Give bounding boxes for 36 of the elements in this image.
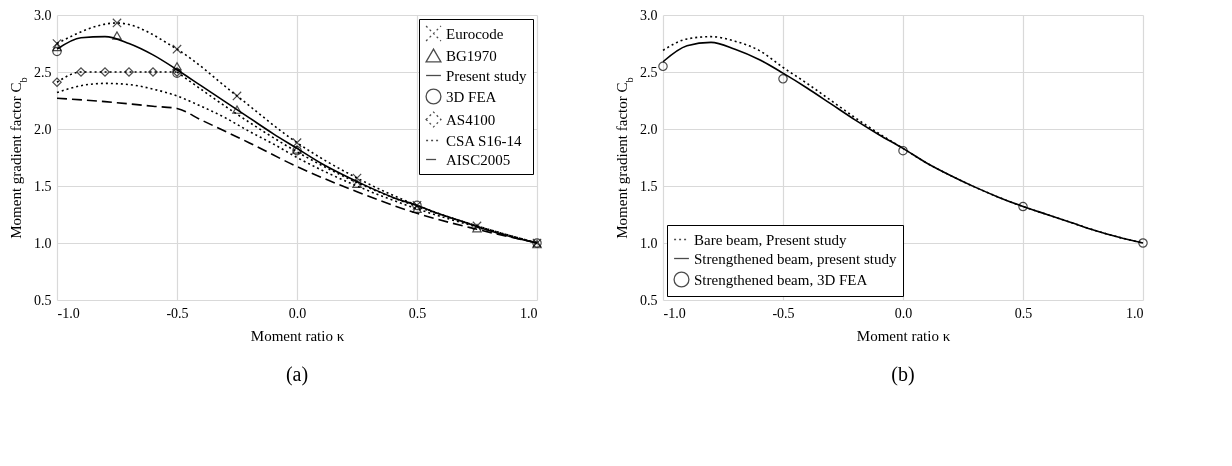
x-tick-label: 1.0 bbox=[1126, 305, 1144, 321]
legend-label: CSA S16-14 bbox=[446, 132, 522, 149]
x-tick-label: -0.5 bbox=[772, 305, 795, 321]
legend-label: AISC2005 bbox=[446, 151, 511, 168]
text: (b) bbox=[891, 363, 915, 386]
legend-label: Present study bbox=[446, 67, 527, 84]
legend-label: 3D FEA bbox=[446, 88, 497, 105]
y-tick-label: 1.0 bbox=[640, 235, 658, 251]
legend-label: Bare beam, Present study bbox=[694, 231, 847, 248]
x-tick-label: 1.0 bbox=[520, 305, 538, 321]
y-tick-label: 3.0 bbox=[34, 7, 52, 23]
x-axis-title: Moment ratio κ bbox=[250, 327, 345, 344]
x-tick-label: 0.0 bbox=[288, 305, 307, 321]
y-tick-label: 2.0 bbox=[34, 121, 52, 137]
y-tick-label: 0.5 bbox=[640, 292, 658, 308]
legend-label: AS4100 bbox=[446, 111, 496, 128]
y-tick-label: 2.0 bbox=[640, 121, 658, 137]
x-tick-label: 0.5 bbox=[1014, 305, 1033, 321]
y-tick-label: 2.5 bbox=[34, 64, 52, 80]
x-axis-title: Moment ratio κ bbox=[856, 327, 951, 344]
y-tick-label: 2.5 bbox=[640, 64, 658, 80]
y-tick-label: 1.5 bbox=[34, 178, 52, 194]
x-tick-label: 0.0 bbox=[894, 305, 913, 321]
x-tick-label: 0.5 bbox=[408, 305, 427, 321]
y-tick-label: 0.5 bbox=[34, 292, 52, 308]
x-tick-label: -1.0 bbox=[663, 305, 686, 321]
x-tick-label: -0.5 bbox=[166, 305, 189, 321]
legend-label: Strengthened beam, present study bbox=[694, 250, 897, 267]
legend-label: Eurocode bbox=[446, 25, 504, 42]
legend-label: BG1970 bbox=[446, 47, 497, 64]
text: (a) bbox=[285, 363, 309, 386]
y-tick-label: 1.5 bbox=[640, 178, 658, 194]
x-tick-label: -1.0 bbox=[57, 305, 80, 321]
legend-label: Strengthened beam, 3D FEA bbox=[694, 271, 868, 288]
y-tick-label: 3.0 bbox=[640, 7, 658, 23]
y-tick-label: 1.0 bbox=[34, 235, 52, 251]
